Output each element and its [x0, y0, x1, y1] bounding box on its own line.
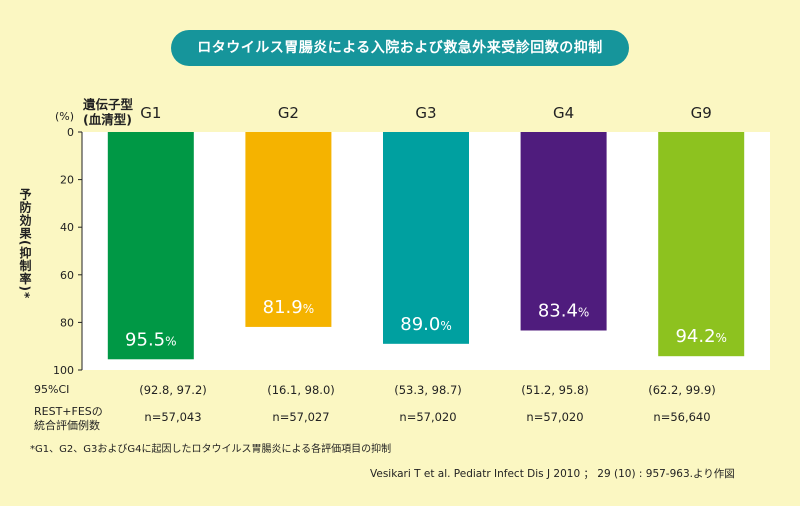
y-tick-label: 80: [60, 316, 74, 329]
bar-value-label: 81.9%: [263, 297, 314, 318]
category-label: G4: [553, 104, 574, 122]
y-axis-label: 予防効果(抑制率)*: [18, 188, 32, 300]
n-cell-g9: n=56,640: [653, 410, 711, 424]
bar-value-label: 83.4%: [538, 300, 589, 321]
n-row-label-line1: REST+FESの: [34, 405, 103, 418]
y-unit-label: (%): [55, 110, 75, 123]
ci-cell-g2: (16.1, 98.0): [267, 383, 335, 397]
n-cell-g4: n=57,020: [526, 410, 584, 424]
ci-cell-g1: (92.8, 97.2): [139, 383, 207, 397]
bar: [383, 132, 469, 344]
n-row-label-line2: 統合評価例数: [34, 419, 100, 432]
genotype-label-line1: 遺伝子型: [83, 97, 134, 112]
bar: [245, 132, 332, 327]
bar: [520, 132, 607, 331]
n-row-label: REST+FESの 統合評価例数: [34, 405, 103, 433]
y-tick-label: 60: [60, 269, 74, 282]
y-tick-label: 0: [67, 126, 74, 139]
bar: [107, 132, 194, 360]
bar-value-label: 94.2%: [675, 326, 726, 347]
ci-row-label: 95%CI: [34, 383, 70, 396]
category-label: G1: [140, 104, 161, 122]
bar-value-label: 89.0%: [400, 314, 451, 335]
y-tick-label: 20: [60, 174, 74, 187]
ci-cell-g9: (62.2, 99.9): [648, 383, 716, 397]
y-tick-label: 40: [60, 221, 74, 234]
genotype-label-line2: (血清型): [83, 112, 132, 127]
category-label: G2: [278, 104, 299, 122]
bar: [658, 132, 745, 357]
n-cell-g1: n=57,043: [144, 410, 202, 424]
ci-cell-g4: (51.2, 95.8): [521, 383, 589, 397]
y-tick-label: 100: [53, 364, 74, 377]
genotype-label: 遺伝子型 (血清型): [83, 97, 133, 127]
category-label: G3: [415, 104, 436, 122]
n-cell-g2: n=57,027: [272, 410, 330, 424]
ci-cell-g3: (53.3, 98.7): [394, 383, 462, 397]
bar-value-label: 95.5%: [125, 329, 176, 350]
category-label: G9: [691, 104, 712, 122]
source-citation: Vesikari T et al. Pediatr Infect Dis J 2…: [370, 468, 735, 480]
footnote: *G1、G2、G3およびG4に起因したロタウイルス胃腸炎による各評価項目の抑制: [30, 444, 392, 455]
n-cell-g3: n=57,020: [399, 410, 457, 424]
chart-title: ロタウイルス胃腸炎による入院および救急外来受診回数の抑制: [171, 30, 629, 66]
